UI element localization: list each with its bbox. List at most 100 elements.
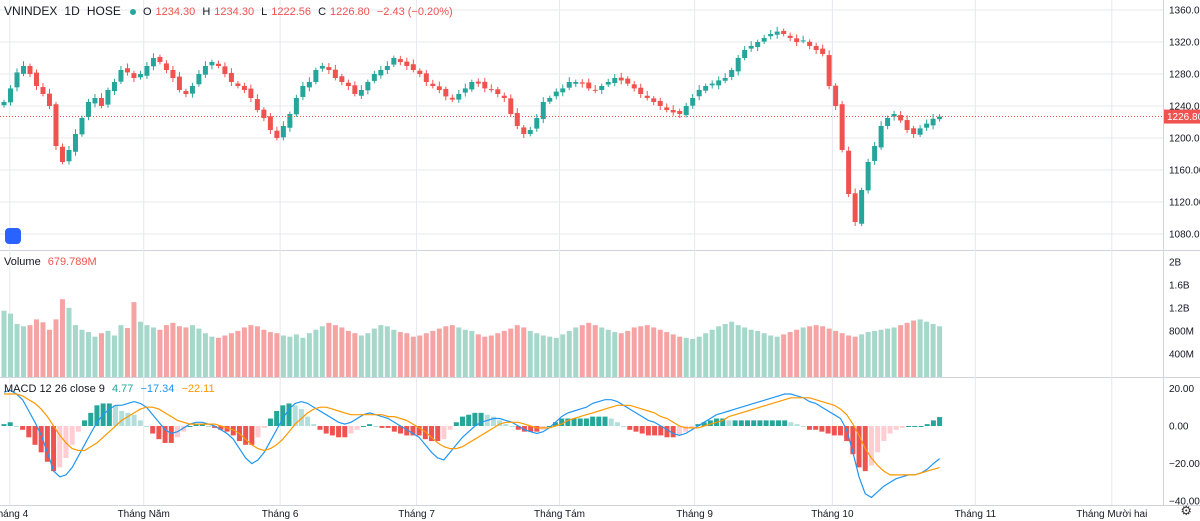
macd-histogram-bar[interactable] <box>156 426 162 440</box>
candle[interactable] <box>833 85 839 106</box>
volume-bar[interactable] <box>917 319 923 377</box>
volume-bar[interactable] <box>573 327 579 377</box>
volume-bar[interactable] <box>482 336 488 377</box>
volume-bar[interactable] <box>891 327 897 377</box>
macd-histogram-bar[interactable] <box>683 426 689 432</box>
candle[interactable] <box>98 98 104 106</box>
macd-histogram-bar[interactable] <box>937 417 943 427</box>
volume-bar[interactable] <box>677 336 683 377</box>
macd-histogram-bar[interactable] <box>305 416 311 427</box>
volume-bar[interactable] <box>293 334 299 377</box>
macd-histogram-bar[interactable] <box>311 424 317 427</box>
candle[interactable] <box>20 66 26 74</box>
symbol-name[interactable]: VNINDEX <box>4 4 58 18</box>
volume-bar[interactable] <box>215 337 221 377</box>
candle[interactable] <box>612 78 618 84</box>
volume-bar[interactable] <box>469 330 475 377</box>
macd-histogram-bar[interactable] <box>69 426 75 445</box>
candle[interactable] <box>514 112 520 126</box>
candle[interactable] <box>183 91 189 94</box>
macd-histogram-bar[interactable] <box>738 420 744 427</box>
candle[interactable] <box>33 72 39 86</box>
candle[interactable] <box>748 46 754 49</box>
volume-bar[interactable] <box>79 329 85 377</box>
macd-histogram-bar[interactable] <box>701 422 707 427</box>
volume-bar[interactable] <box>495 333 501 377</box>
candle[interactable] <box>449 97 455 100</box>
macd-histogram-bar[interactable] <box>391 426 397 432</box>
macd-histogram-bar[interactable] <box>453 422 459 427</box>
macd-histogram-bar[interactable] <box>168 426 174 443</box>
volume-bar[interactable] <box>651 327 657 377</box>
candle[interactable] <box>27 66 33 74</box>
macd-histogram-bar[interactable] <box>676 426 682 436</box>
volume-bar[interactable] <box>664 332 670 377</box>
macd-histogram-bar[interactable] <box>521 426 527 432</box>
macd-histogram-bar[interactable] <box>137 420 143 427</box>
volume-bar[interactable] <box>339 327 345 377</box>
volume-bar[interactable] <box>358 335 364 377</box>
macd-histogram-bar[interactable] <box>348 426 354 434</box>
volume-bar[interactable] <box>1 310 7 377</box>
candle[interactable] <box>677 110 683 114</box>
candle[interactable] <box>371 74 377 81</box>
candle[interactable] <box>365 82 371 91</box>
macd-histogram-bar[interactable] <box>336 426 342 438</box>
candle[interactable] <box>761 38 767 42</box>
macd-histogram-bar[interactable] <box>422 426 428 440</box>
macd-histogram-bar[interactable] <box>398 426 404 434</box>
macd-histogram-bar[interactable] <box>329 426 335 436</box>
candle[interactable] <box>7 88 13 103</box>
macd-histogram-bar[interactable] <box>831 426 837 436</box>
volume-bar[interactable] <box>612 332 618 377</box>
volume-bar[interactable] <box>66 307 72 377</box>
volume-bar[interactable] <box>599 327 605 377</box>
macd-histogram-bar[interactable] <box>695 424 701 427</box>
candle[interactable] <box>196 74 202 85</box>
volume-bar[interactable] <box>579 325 585 377</box>
macd-histogram-bar[interactable] <box>181 426 187 432</box>
candle[interactable] <box>274 130 280 138</box>
candle[interactable] <box>807 41 813 46</box>
candle[interactable] <box>14 72 20 88</box>
macd-histogram-bar[interactable] <box>893 426 899 430</box>
macd-histogram-bar[interactable] <box>534 426 540 432</box>
volume-bar[interactable] <box>254 326 260 377</box>
candle[interactable] <box>729 70 735 77</box>
volume-bar[interactable] <box>436 328 442 377</box>
interval-label[interactable]: 1D <box>64 4 80 18</box>
macd-histogram-bar[interactable] <box>614 422 620 427</box>
volume-bar[interactable] <box>794 329 800 377</box>
volume-bar[interactable] <box>150 327 156 377</box>
volume-bar[interactable] <box>105 330 111 377</box>
macd-histogram-bar[interactable] <box>212 426 218 428</box>
macd-histogram-bar[interactable] <box>460 416 466 427</box>
volume-bar[interactable] <box>774 336 780 377</box>
macd-histogram-bar[interactable] <box>732 420 738 427</box>
volume-bar[interactable] <box>670 334 676 377</box>
candle[interactable] <box>820 48 826 54</box>
macd-histogram-bar[interactable] <box>856 426 862 468</box>
candle[interactable] <box>579 82 585 84</box>
macd-histogram-bar[interactable] <box>317 426 323 430</box>
macd-histogram-bar[interactable] <box>565 418 571 427</box>
macd-histogram-bar[interactable] <box>875 426 881 453</box>
macd-histogram-bar[interactable] <box>825 426 831 434</box>
macd-histogram-bar[interactable] <box>800 426 806 428</box>
macd-histogram-bar[interactable] <box>373 426 379 428</box>
candle[interactable] <box>40 87 46 94</box>
macd-histogram-bar[interactable] <box>131 414 137 427</box>
candle[interactable] <box>794 38 800 42</box>
macd-histogram-bar[interactable] <box>490 416 496 427</box>
candle[interactable] <box>1 102 7 106</box>
macd-histogram-bar[interactable] <box>82 420 88 427</box>
volume-bar[interactable] <box>820 326 826 377</box>
volume-bar[interactable] <box>696 336 702 377</box>
volume-bar[interactable] <box>898 325 904 377</box>
candle[interactable] <box>527 130 533 134</box>
candle[interactable] <box>358 90 364 96</box>
candle[interactable] <box>605 82 611 85</box>
price-pane[interactable] <box>0 26 1163 227</box>
macd-histogram-bar[interactable] <box>472 412 478 427</box>
